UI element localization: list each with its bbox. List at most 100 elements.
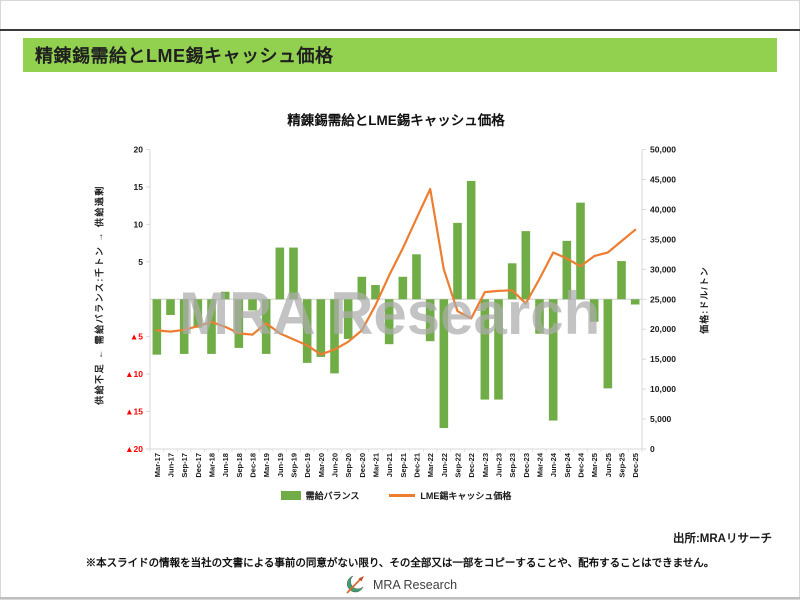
x-axis-label: Jun-22	[440, 453, 449, 477]
x-axis-label: Mar-22	[426, 453, 435, 477]
bar	[179, 299, 189, 354]
left-tick-label: 20	[134, 145, 144, 155]
x-axis-label: Jun-21	[385, 453, 394, 477]
left-tick-label: ▲10	[125, 369, 143, 379]
right-tick-label: 30,000	[650, 264, 676, 274]
line-swatch-icon	[389, 494, 416, 497]
bar	[330, 299, 339, 374]
supply-demand-bars	[152, 180, 640, 429]
bar	[316, 299, 326, 357]
right-tick-label: 20,000	[650, 324, 676, 334]
bar	[617, 261, 626, 300]
x-axis-label: Jun-18	[221, 453, 230, 477]
bar	[521, 231, 531, 300]
right-tick-label: 15,000	[650, 354, 676, 364]
x-axis-label: Sep-21	[399, 453, 408, 478]
bar	[466, 180, 476, 300]
x-axis-label: Sep-22	[454, 453, 463, 478]
bar	[384, 299, 394, 345]
bar	[193, 299, 203, 328]
legend-label-balance: 需給バランス	[305, 491, 360, 501]
logo-text: MRA Research	[372, 578, 458, 592]
bar	[261, 299, 271, 354]
x-axis-label: Mar-24	[536, 452, 545, 477]
x-axis-label: Sep-23	[508, 453, 517, 478]
bar	[589, 299, 599, 322]
lme-price-line	[155, 187, 637, 356]
bar	[220, 291, 230, 300]
x-axis-label: Jun-23	[495, 453, 504, 477]
chart-title: 精錬錫需給とLME錫キャッシュ価格	[287, 113, 505, 128]
bottom-divider	[0, 597, 800, 599]
source-note: 出所:MRAリサーチ	[672, 533, 772, 545]
left-tick-label: ▲20	[125, 444, 143, 454]
bar	[494, 299, 503, 400]
left-tick-label: 10	[134, 219, 144, 229]
slide-title: 精錬錫需給とLME錫キャッシュ価格	[35, 46, 334, 66]
x-axis-label: Mar-23	[481, 453, 490, 477]
left-tick-label: ▲15	[125, 407, 143, 417]
x-axis-label: Mar-19	[262, 453, 271, 477]
x-axis-label: Sep-25	[618, 453, 627, 478]
bar	[562, 240, 572, 300]
right-axis-title: 価格:ドル/トン	[699, 266, 710, 334]
bar	[207, 299, 216, 354]
right-tick-label: 45,000	[650, 174, 676, 184]
bar	[398, 276, 408, 300]
chart-legend: 需給バランス LME錫キャッシュ価格	[150, 489, 642, 502]
bar	[371, 285, 380, 300]
x-axis-label: Mar-21	[372, 453, 381, 477]
right-tick-label: 40,000	[650, 204, 676, 214]
x-axis-label: Jun-20	[331, 453, 340, 477]
x-axis-label: Dec-23	[522, 453, 531, 478]
x-axis-label: Dec-19	[303, 453, 312, 478]
x-axis-label: Sep-17	[180, 453, 189, 478]
x-axis-label: Sep-24	[563, 452, 572, 477]
bar	[412, 254, 421, 300]
bar	[480, 299, 490, 400]
right-tick-label: 35,000	[650, 234, 676, 244]
bar	[166, 299, 175, 315]
bar	[507, 263, 517, 300]
slide-header: 精錬錫需給とLME錫キャッシュ価格	[23, 38, 777, 72]
x-axis-label: Mar-20	[317, 453, 326, 477]
top-divider	[0, 29, 800, 31]
bar	[535, 299, 544, 334]
bar	[234, 299, 244, 348]
bar	[630, 299, 640, 305]
x-axis-label: Mar-17	[153, 453, 162, 477]
right-tick-label: 10,000	[650, 384, 676, 394]
legend-item-price: LME錫キャッシュ価格	[389, 489, 511, 502]
right-tick-label: 50,000	[650, 145, 676, 155]
right-tick-label: 0	[650, 444, 655, 454]
bar	[425, 299, 435, 342]
x-axis-label: Sep-19	[290, 453, 299, 478]
left-tick-label: 5	[138, 257, 143, 267]
x-axis-label: Jun-17	[167, 453, 176, 477]
logo: MRA Research	[0, 574, 800, 596]
bar	[152, 299, 162, 355]
x-axis-label: Dec-24	[577, 452, 586, 477]
disclaimer-text: ※本スライドの情報を当社の文書による事前の同意がない限り、その全部又は一部をコピ…	[85, 557, 715, 569]
x-axis-label: Dec-18	[249, 453, 258, 478]
bar	[302, 299, 312, 363]
x-axis-label: Dec-25	[631, 453, 640, 478]
bar	[453, 222, 462, 300]
legend-label-price: LME錫キャッシュ価格	[420, 491, 512, 501]
bar	[275, 247, 285, 300]
left-tick-label: ▲5	[130, 332, 143, 342]
x-axis-label: Dec-22	[467, 453, 476, 478]
watermark: MRA Research	[179, 280, 601, 347]
x-axis-label: Mar-25	[590, 453, 599, 477]
x-axis-label: Mar-18	[208, 453, 217, 477]
x-axis-label: Dec-17	[194, 453, 203, 478]
x-axis-label: Jun-25	[604, 453, 613, 477]
x-axis-label: Dec-21	[413, 453, 422, 478]
bar	[603, 299, 613, 389]
left-tick-label: 15	[134, 182, 144, 192]
x-axis-label: Jun-24	[549, 452, 558, 477]
x-axis-label: Jun-19	[276, 453, 285, 477]
bar	[576, 202, 585, 300]
